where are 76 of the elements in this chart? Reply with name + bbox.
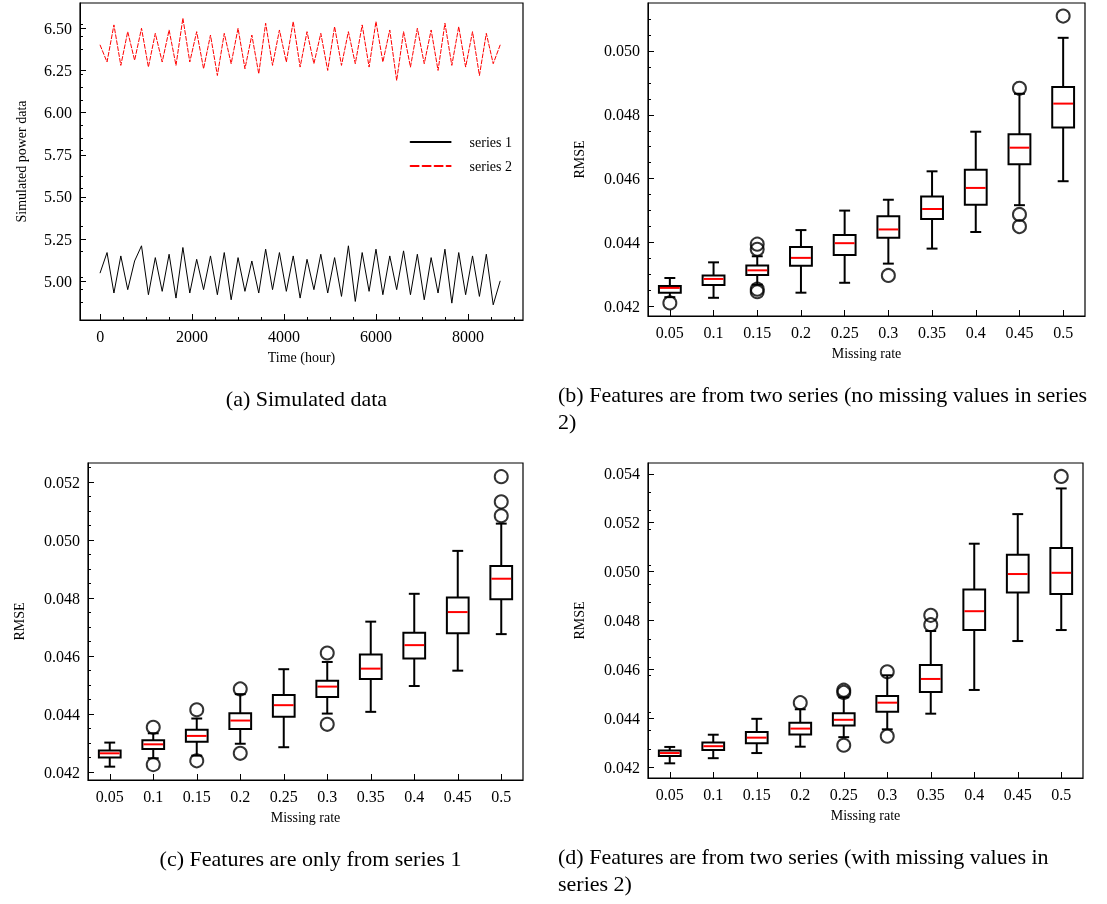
y-tick-label: 0.044 [604,234,640,252]
line-series [99,17,501,82]
x-tick-label: 0.05 [95,787,124,805]
x-tick-label: 2000 [176,327,209,345]
y-tick-label: 0.042 [604,758,640,776]
y-tick-label: 0.052 [604,514,640,532]
y-tick-label: 0.046 [44,647,80,665]
legend-label: series 2 [469,158,513,174]
x-tick-label: 0.5 [1053,323,1074,341]
x-tick-label: 0.2 [790,323,811,341]
y-tick-label: 0.048 [44,589,80,607]
x-tick-label: 0.05 [655,785,684,803]
x-tick-label: 0.45 [1005,323,1034,341]
x-tick-label: 0.25 [830,323,859,341]
x-tick-label: 0.15 [182,787,211,805]
y-tick-label: 0.050 [44,531,80,549]
y-tick-label: 5.25 [44,230,72,248]
x-axis-title: Missing rate [830,807,901,823]
y-tick-label: 0.042 [604,297,640,315]
x-tick-label: 0.5 [1051,785,1072,803]
x-tick-label: 0.4 [964,785,985,803]
y-axis-title: Simulated power data [13,99,29,223]
x-axis-title: Time (hour) [267,349,336,366]
x-tick-label: 0.1 [703,785,724,803]
text: (d) Features are from two series (with missing values in series 2) [558,844,1055,896]
line-series [99,245,501,306]
text: (a) Simulated data [225,386,388,411]
x-axis-title: Missing rate [270,809,341,825]
x-tick-label: 0.05 [655,323,684,341]
y-tick-label: 0.052 [44,473,80,491]
x-tick-label: 0.45 [443,787,472,805]
x-tick-label: 0.4 [404,787,425,805]
x-tick-label: 4000 [268,327,301,345]
x-tick-label: 0 [96,327,105,345]
y-tick-label: 6.25 [44,61,72,79]
y-tick-label: 0.046 [604,170,640,188]
x-tick-label: 0.35 [356,787,385,805]
x-tick-label: 0.1 [143,787,164,805]
x-tick-label: 0.3 [877,785,898,803]
y-tick-label: 5.50 [44,188,72,206]
y-axis-title: RMSE [11,602,27,641]
x-tick-label: 8000 [451,327,484,345]
y-tick-label: 5.00 [44,272,72,290]
y-tick-label: 0.042 [44,763,80,781]
x-tick-label: 0.1 [703,323,724,341]
y-axis-title: RMSE [571,601,587,640]
x-tick-label: 0.2 [230,787,251,805]
x-tick-label: 0.15 [742,785,771,803]
y-tick-label: 0.048 [604,106,640,124]
x-tick-label: 0.25 [269,787,298,805]
y-tick-label: 6.50 [44,19,72,37]
y-tick-label: 0.054 [604,465,640,483]
x-tick-label: 6000 [359,327,392,345]
legend-label: series 1 [469,134,513,150]
y-tick-label: 0.044 [604,709,640,727]
text: (b) Features are from two series (no missing values in series 2) [558,382,1093,434]
x-tick-label: 0.3 [317,787,338,805]
y-tick-label: 0.046 [604,660,640,678]
y-tick-label: 0.048 [604,612,640,629]
y-tick-label: 0.050 [604,563,640,581]
y-tick-label: 5.75 [44,146,72,164]
x-tick-label: 0.35 [918,323,947,341]
x-tick-label: 0.15 [743,323,772,341]
y-tick-label: 6.00 [44,104,72,122]
y-axis-title: RMSE [571,140,587,179]
y-tick-label: 0.044 [44,705,80,723]
x-tick-label: 0.45 [1003,785,1032,803]
x-tick-label: 0.35 [916,785,945,803]
x-tick-label: 0.5 [491,787,512,805]
text: (c) Features are only from series 1 [159,846,462,871]
x-tick-label: 0.4 [965,323,986,341]
x-axis-title: Missing rate [831,345,902,361]
x-tick-label: 0.2 [790,785,811,803]
y-tick-label: 0.050 [604,42,640,60]
x-tick-label: 0.25 [829,785,858,803]
x-tick-label: 0.3 [878,323,899,341]
